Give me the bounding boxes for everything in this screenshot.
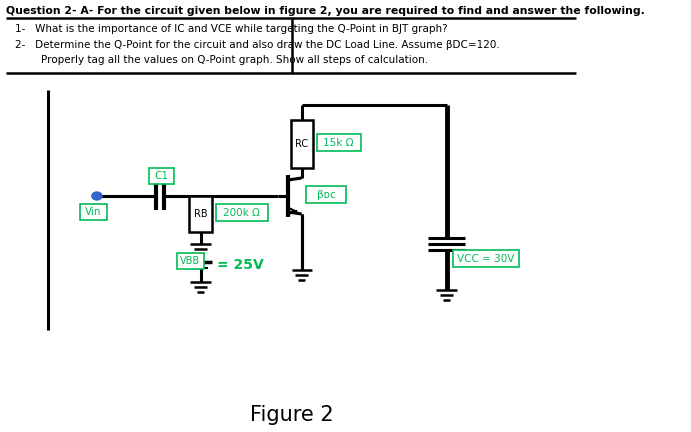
Text: Question 2- A- For the circuit given below in figure 2, you are required to find: Question 2- A- For the circuit given bel…: [6, 6, 645, 16]
Text: RB: RB: [193, 209, 207, 219]
Bar: [316, 134, 361, 151]
Text: βᴅᴄ: βᴅᴄ: [316, 190, 335, 200]
Text: 1-   What is the importance of IC and VCE while targeting the Q-Point in BJT gra: 1- What is the importance of IC and VCE …: [15, 24, 448, 34]
Text: Figure 2: Figure 2: [249, 405, 333, 425]
Bar: [149, 168, 174, 184]
Text: 200k Ω: 200k Ω: [223, 207, 261, 217]
Bar: [306, 186, 346, 203]
Text: 15k Ω: 15k Ω: [323, 137, 354, 147]
Bar: [80, 204, 107, 220]
Text: VBB: VBB: [180, 256, 200, 266]
Bar: [177, 253, 204, 269]
Text: Properly tag all the values on Q-Point graph. Show all steps of calculation.: Properly tag all the values on Q-Point g…: [15, 55, 428, 65]
Text: C1: C1: [155, 171, 169, 181]
Text: Vin: Vin: [85, 207, 102, 217]
Bar: [216, 204, 268, 221]
Text: VCC = 30V: VCC = 30V: [457, 254, 515, 264]
Text: 2-   Determine the Q-Point for the circuit and also draw the DC Load Line. Assum: 2- Determine the Q-Point for the circuit…: [15, 40, 500, 50]
Text: = 25V: = 25V: [218, 258, 264, 272]
Ellipse shape: [92, 192, 102, 200]
Bar: [189, 196, 212, 232]
Bar: [291, 120, 312, 168]
Bar: [453, 250, 519, 267]
Text: RC: RC: [295, 139, 308, 149]
